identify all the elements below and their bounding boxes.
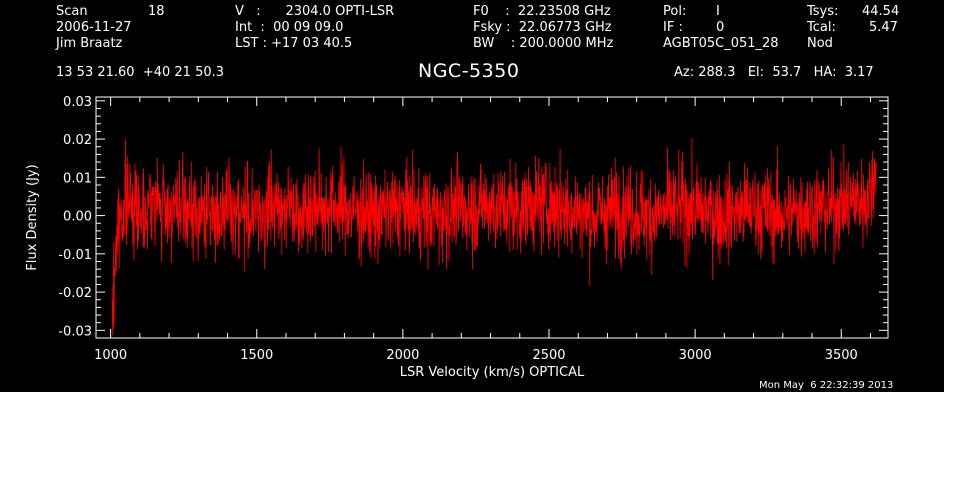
- tcal-label: Tcal:: [807, 20, 836, 35]
- y-tick-label: 0.03: [63, 95, 92, 110]
- lst-readout: LST : +17 03 40.5: [235, 36, 353, 51]
- y-tick-label: 0.00: [63, 210, 92, 225]
- axes-layer: [95, 96, 889, 339]
- bandwidth-readout: BW : 200.0000 MHz: [473, 36, 614, 51]
- fsky-readout: Fsky : 22.06773 GHz: [473, 20, 612, 35]
- integration-readout: Int : 00 09 09.0: [235, 20, 344, 35]
- y-tick-label: 0.02: [63, 133, 92, 148]
- pol-label: Pol:: [663, 4, 687, 19]
- x-axis-label: LSR Velocity (km/s) OPTICAL: [400, 365, 585, 380]
- pol-value: I: [716, 4, 720, 19]
- x-tick-label: 3000: [679, 348, 712, 363]
- tsys-label: Tsys:: [807, 4, 839, 19]
- observer-name: Jim Braatz: [56, 36, 123, 51]
- y-tick-label: -0.02: [58, 286, 92, 301]
- spectrum-plot: 1000 1500 2000 2500 3000 3500 -0.03 -0.02 -0.01 0…: [25, 95, 889, 380]
- f0-readout: F0 : 22.23508 GHz: [473, 4, 611, 19]
- obs-date: 2006-11-27: [56, 20, 132, 35]
- x-tick-label: 2000: [386, 348, 419, 363]
- if-label: IF :: [663, 20, 683, 35]
- label-layer: 1000 1500 2000 2500 3000 3500 -0.03 -0.02 -0.01 0…: [25, 95, 858, 380]
- y-tick-label: -0.03: [58, 324, 92, 339]
- obs-mode: Nod: [807, 36, 833, 51]
- x-tick-label: 1000: [94, 348, 127, 363]
- spectrum-trace: [111, 137, 877, 336]
- plot-frame: [95, 96, 889, 339]
- trace-layer: [111, 137, 877, 336]
- if-value: 0: [716, 20, 725, 35]
- x-tick-label: 2500: [532, 348, 565, 363]
- y-tick-label: 0.01: [63, 171, 92, 186]
- velocity-readout: V : 2304.0 OPTI-LSR: [235, 4, 395, 19]
- tsys-value: 44.54: [862, 4, 900, 19]
- timestamp: Mon May 6 22:32:39 2013: [759, 380, 894, 391]
- tcal-value: 5.47: [869, 20, 898, 35]
- x-tick-label: 1500: [240, 348, 273, 363]
- chart-title: NGC-5350: [418, 60, 520, 82]
- spectrum-canvas: Scan 18 2006-11-27 Jim Braatz V : 2304.0…: [0, 0, 944, 392]
- source-coordinates: 13 53 21.60 +40 21 50.3: [56, 65, 225, 80]
- y-axis-label: Flux Density (Jy): [25, 164, 40, 270]
- scan-value: 18: [148, 4, 165, 19]
- y-tick-label: -0.01: [58, 248, 92, 263]
- x-tick-label: 3500: [825, 348, 858, 363]
- pointing-readout: Az: 288.3 El: 53.7 HA: 3.17: [674, 65, 874, 80]
- scan-label: Scan: [56, 4, 88, 19]
- session-id: AGBT05C_051_28: [663, 36, 779, 51]
